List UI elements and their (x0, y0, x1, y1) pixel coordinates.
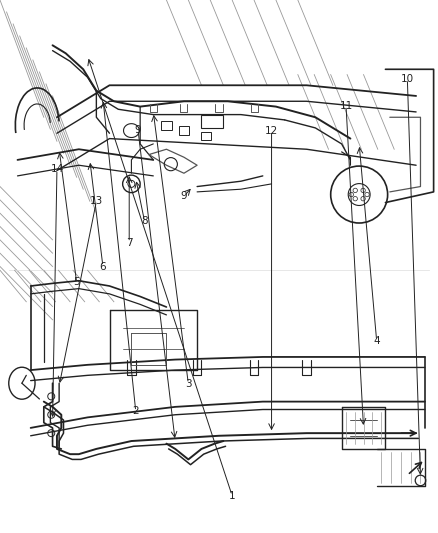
Text: 5: 5 (73, 278, 80, 287)
Text: 8: 8 (141, 216, 148, 226)
Text: 4: 4 (373, 336, 380, 346)
Text: 9: 9 (180, 191, 187, 201)
Text: 10: 10 (401, 74, 414, 84)
Text: 9: 9 (134, 125, 141, 134)
Text: 12: 12 (265, 126, 278, 135)
Bar (179, 126, 189, 135)
Text: 3: 3 (185, 379, 192, 389)
Text: 1: 1 (229, 491, 236, 500)
Text: 13: 13 (90, 197, 103, 206)
Text: 11: 11 (339, 101, 353, 110)
Text: 7: 7 (126, 238, 133, 247)
Bar (161, 121, 172, 130)
Bar (201, 115, 223, 128)
Bar (201, 132, 211, 140)
Text: 6: 6 (99, 262, 106, 271)
Text: 14: 14 (50, 165, 64, 174)
Text: 2: 2 (132, 407, 139, 416)
